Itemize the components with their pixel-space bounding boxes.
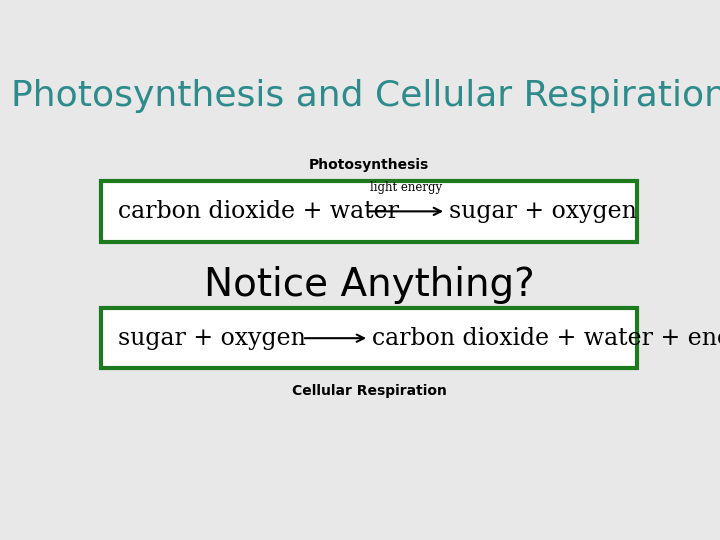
Text: light energy: light energy: [370, 181, 442, 194]
Text: Photosynthesis and Cellular Respiration: Photosynthesis and Cellular Respiration: [11, 79, 720, 113]
Text: Cellular Respiration: Cellular Respiration: [292, 384, 446, 398]
Text: carbon dioxide + water: carbon dioxide + water: [118, 200, 399, 223]
Text: sugar + oxygen: sugar + oxygen: [449, 200, 636, 223]
Text: Notice Anything?: Notice Anything?: [204, 266, 534, 304]
Bar: [101, 308, 636, 368]
Text: Photosynthesis: Photosynthesis: [309, 158, 429, 172]
Text: carbon dioxide + water + energy: carbon dioxide + water + energy: [372, 327, 720, 350]
Bar: [101, 181, 636, 241]
Text: sugar + oxygen: sugar + oxygen: [118, 327, 306, 350]
